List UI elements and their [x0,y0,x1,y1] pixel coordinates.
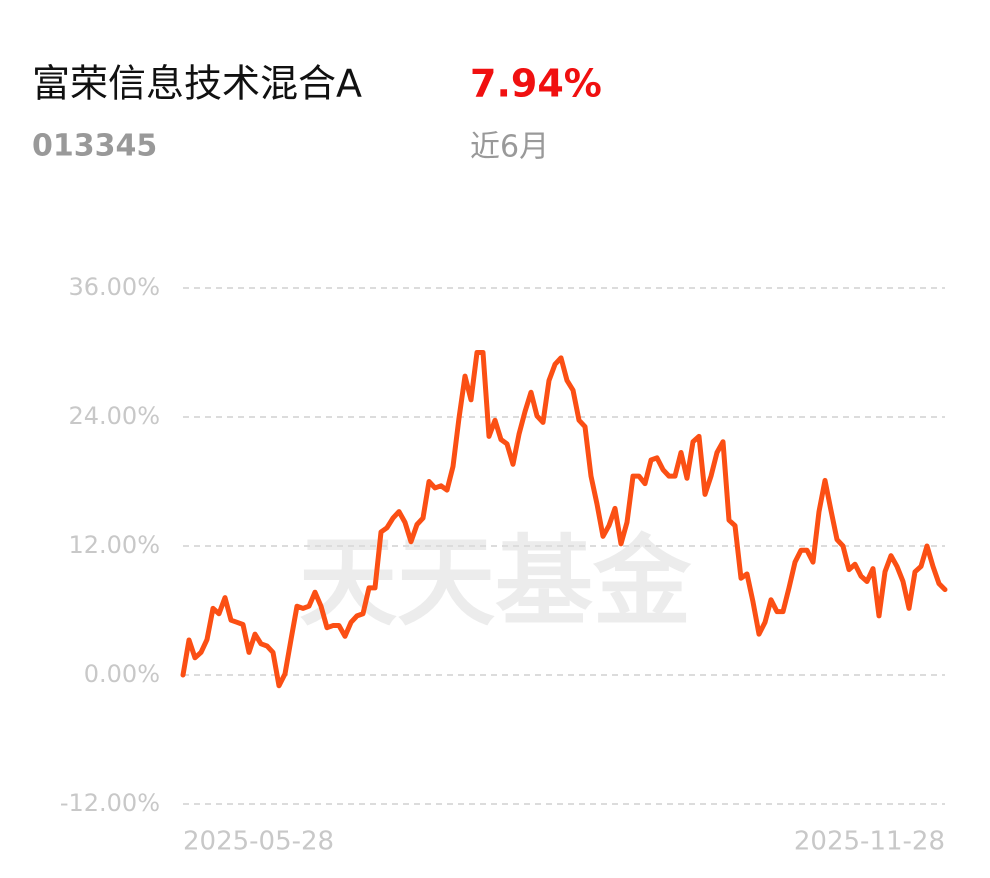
fund-return: 7.94% [470,62,602,106]
y-tick-label: -12.00% [60,789,160,817]
period: 近6月 [470,130,549,165]
y-tick-label: 36.00% [68,273,160,301]
line [180,350,948,689]
x-tick-label: 2025-05-28 [183,827,334,857]
y-tick-label: 0.00% [84,660,160,688]
y-tick-label: 12.00% [68,531,160,559]
y-tick-label: 24.00% [68,402,160,430]
fund-code: 013345 [32,129,157,164]
watermark: 天天基金 [299,524,692,639]
fund-title: 富荣信息技术混合A [32,62,362,106]
x-tick-label: 2025-11-28 [794,827,945,857]
